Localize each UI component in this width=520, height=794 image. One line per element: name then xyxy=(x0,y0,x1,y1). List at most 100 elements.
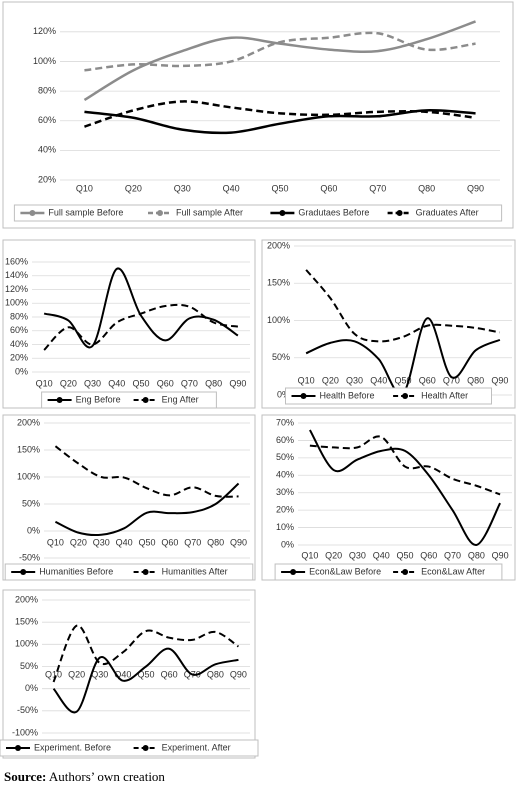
x-tick-label: Q10 xyxy=(298,375,315,385)
x-tick-label: Q90 xyxy=(491,375,508,385)
legend-box xyxy=(13,204,503,222)
legend-marker xyxy=(300,393,307,399)
y-tick-label: 140% xyxy=(5,270,28,280)
y-tick-label: 0% xyxy=(281,539,294,549)
x-tick-label: Q40 xyxy=(370,375,387,385)
y-tick-label: 50% xyxy=(276,452,294,462)
legend-label: Gradutaes Before xyxy=(298,207,369,217)
y-tick-label: 100% xyxy=(17,471,40,481)
y-tick-label: 160% xyxy=(5,256,28,266)
data-line xyxy=(305,269,501,343)
y-tick-label: -50% xyxy=(19,552,40,562)
y-tick-label: 0% xyxy=(277,389,290,399)
x-tick-label: Q80 xyxy=(207,669,224,679)
legend-label: Graduates After xyxy=(416,207,479,217)
y-tick-label: 100% xyxy=(15,639,38,649)
x-tick-label: Q50 xyxy=(138,537,155,547)
data-line xyxy=(55,482,240,537)
x-tick-label: Q20 xyxy=(70,537,87,547)
x-tick-label: Q60 xyxy=(320,183,337,193)
source-note: Source: Authors’ own creation xyxy=(4,769,165,784)
legend-marker xyxy=(396,210,403,216)
y-tick-label: 80% xyxy=(38,85,56,95)
data-line xyxy=(84,31,476,72)
x-tick-label: Q50 xyxy=(271,183,288,193)
x-tick-label: Q30 xyxy=(91,669,108,679)
legend-label: Health Before xyxy=(320,390,375,400)
x-tick-label: Q70 xyxy=(184,537,201,547)
y-tick-label: 120% xyxy=(33,26,56,36)
data-line xyxy=(54,445,239,498)
y-tick-label: 60% xyxy=(10,325,28,335)
data-line xyxy=(43,303,239,351)
y-tick-label: 60% xyxy=(276,435,294,445)
x-tick-label: Q20 xyxy=(60,378,77,388)
legend-marker xyxy=(290,569,297,575)
legend-box xyxy=(41,391,217,409)
x-tick-label: Q90 xyxy=(230,669,247,679)
legend-label: Eng After xyxy=(162,394,199,404)
x-tick-label: Q10 xyxy=(47,537,64,547)
y-tick-label: 200% xyxy=(267,240,290,250)
legend-box xyxy=(4,563,254,581)
y-tick-label: 120% xyxy=(5,284,28,294)
legend-label: Econ&Law After xyxy=(421,566,485,576)
x-tick-label: Q80 xyxy=(467,375,484,385)
x-tick-label: Q80 xyxy=(207,537,224,547)
y-tick-label: 40% xyxy=(276,470,294,480)
y-tick-label: 0% xyxy=(15,366,28,376)
source-text: Authors’ own creation xyxy=(49,769,166,784)
legend-label: Full sample Before xyxy=(48,207,123,217)
legend-box xyxy=(285,387,492,405)
y-tick-label: 40% xyxy=(10,339,28,349)
x-tick-label: Q70 xyxy=(181,378,198,388)
x-tick-label: Q40 xyxy=(116,537,133,547)
y-tick-label: -100% xyxy=(12,727,38,737)
legend-marker xyxy=(142,745,149,751)
legend-marker xyxy=(402,393,409,399)
y-tick-label: 150% xyxy=(17,444,40,454)
x-tick-label: Q60 xyxy=(161,537,178,547)
data-line xyxy=(52,647,239,714)
y-tick-label: 20% xyxy=(276,505,294,515)
y-tick-label: 100% xyxy=(267,315,290,325)
chart-frame xyxy=(2,414,256,581)
y-tick-label: 200% xyxy=(15,594,38,604)
x-tick-label: Q90 xyxy=(492,550,509,560)
x-tick-label: Q90 xyxy=(229,378,246,388)
x-tick-label: Q60 xyxy=(161,669,178,679)
x-tick-label: Q50 xyxy=(132,378,149,388)
y-tick-label: 70% xyxy=(276,417,294,427)
source-label: Source: xyxy=(4,769,46,784)
legend-label: Eng Before xyxy=(76,394,121,404)
legend-marker xyxy=(142,397,149,403)
x-tick-label: Q70 xyxy=(369,183,386,193)
x-tick-label: Q50 xyxy=(396,550,413,560)
data-line xyxy=(52,624,240,683)
y-tick-label: 0% xyxy=(25,683,38,693)
legend-label: Humanities Before xyxy=(39,566,113,576)
x-tick-label: Q70 xyxy=(443,375,460,385)
legend-box xyxy=(274,563,503,581)
legend-label: Health After xyxy=(421,390,468,400)
legend-marker xyxy=(402,569,409,575)
x-tick-label: Q40 xyxy=(108,378,125,388)
x-tick-label: Q50 xyxy=(394,375,411,385)
x-tick-label: Q10 xyxy=(45,669,62,679)
legend-label: Experiment. After xyxy=(162,742,231,752)
legend-label: Full sample After xyxy=(176,207,243,217)
x-tick-label: Q30 xyxy=(346,375,363,385)
x-tick-label: Q30 xyxy=(84,378,101,388)
x-tick-label: Q50 xyxy=(137,669,154,679)
legend-marker xyxy=(142,569,149,575)
x-tick-label: Q30 xyxy=(93,537,110,547)
x-tick-label: Q80 xyxy=(418,183,435,193)
y-tick-label: 50% xyxy=(20,661,38,671)
y-tick-label: 10% xyxy=(276,522,294,532)
x-tick-label: Q90 xyxy=(230,537,247,547)
y-tick-label: 20% xyxy=(10,353,28,363)
legend-marker xyxy=(56,397,63,403)
y-tick-label: 80% xyxy=(10,311,28,321)
x-tick-label: Q40 xyxy=(373,550,390,560)
